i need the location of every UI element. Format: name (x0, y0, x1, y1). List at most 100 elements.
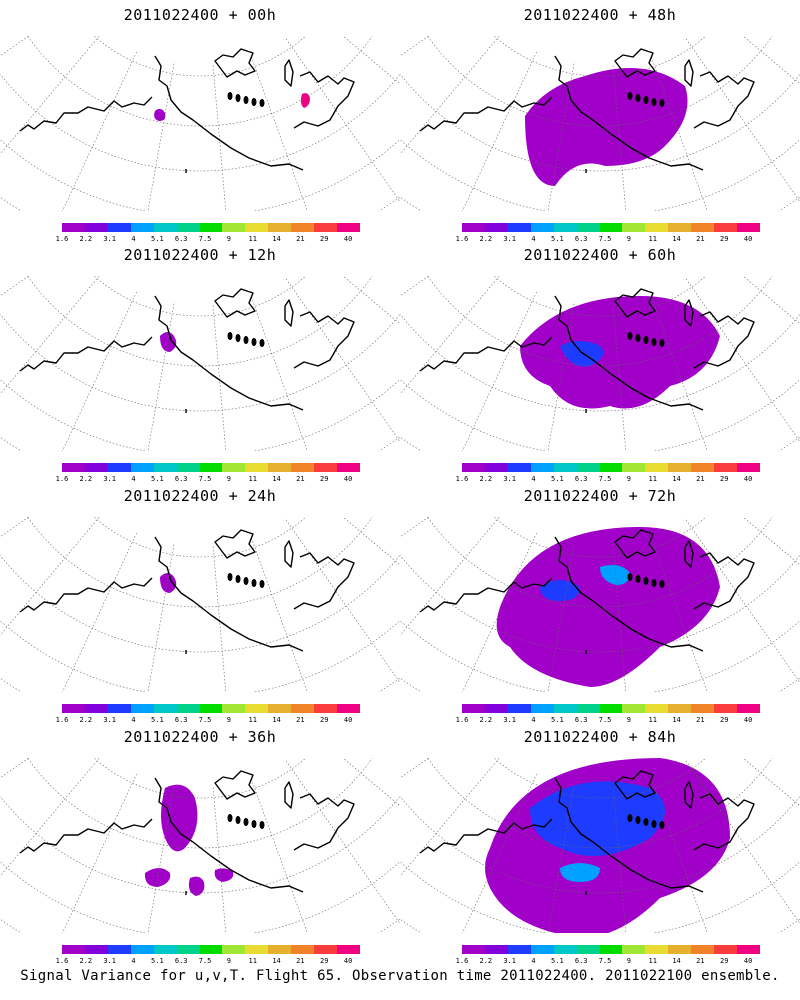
colorbar-tick-label: 4 (131, 716, 136, 724)
colorbar-tick-label: 40 (743, 235, 753, 243)
colorbar-tick-label: 1.6 (55, 475, 69, 483)
colorbar-labels: 1.6 2.2 3.1 4 5.1 6.3 7.5 9 11 14 21 29 40 (56, 716, 366, 726)
polar-map (400, 758, 800, 933)
colorbar-swatch (462, 463, 485, 472)
colorbar-swatch (622, 223, 646, 232)
colorbar-swatch (645, 223, 669, 232)
colorbar-swatch (176, 223, 200, 232)
variance-shading (525, 68, 688, 186)
colorbar-tick-label: 11 (248, 475, 257, 483)
colorbar-tick-label: 14 (272, 716, 281, 724)
lat-lon-grid (0, 36, 400, 211)
colorbar-tick-label: 9 (626, 716, 631, 724)
colorbar-swatch (553, 945, 577, 954)
colorbar-tick-label: 2.2 (79, 475, 93, 483)
colorbar-tick-label: 11 (648, 475, 657, 483)
colorbar-swatch (668, 463, 692, 472)
variance-shading (188, 876, 205, 896)
colorbar-swatch (84, 704, 108, 713)
colorbar-tick-label: 21 (296, 716, 305, 724)
polar-map (0, 517, 400, 692)
colorbar-tick-label: 11 (248, 235, 257, 243)
colorbar (462, 463, 760, 472)
colorbar-tick-label: 11 (648, 716, 657, 724)
colorbar (462, 704, 760, 713)
colorbar (462, 223, 760, 232)
colorbar-swatch (714, 704, 738, 713)
lat-lon-grid (0, 276, 400, 451)
colorbar-tick-label: 40 (743, 716, 753, 724)
colorbar-swatch (507, 704, 531, 713)
colorbar-swatch (268, 463, 292, 472)
colorbar-swatch (245, 704, 269, 713)
colorbar (462, 945, 760, 954)
colorbar-tick-label: 9 (226, 475, 231, 483)
colorbar-tick-label: 21 (696, 957, 705, 965)
colorbar-tick-label: 4 (531, 716, 536, 724)
colorbar-tick-label: 3.1 (103, 235, 116, 243)
colorbar-swatch (462, 223, 485, 232)
colorbar-swatch (222, 463, 246, 472)
colorbar-tick-label: 14 (672, 475, 681, 483)
variance-shading (496, 527, 720, 687)
colorbar-swatch (314, 463, 338, 472)
forecast-panel: 2011022400 + 36h 1.6 2.2 3.1 4 5.1 6.3 7.5 9 11 14… (0, 722, 400, 967)
colorbar-swatch (668, 704, 692, 713)
colorbar-swatch (645, 945, 669, 954)
colorbar-swatch (84, 945, 108, 954)
colorbar-swatch (530, 945, 554, 954)
variance-shading (214, 868, 234, 882)
colorbar-swatch (62, 704, 85, 713)
colorbar-tick-label: 2.2 (479, 235, 493, 243)
colorbar-labels: 1.6 2.2 3.1 4 5.1 6.3 7.5 9 11 14 21 29 40 (56, 235, 366, 245)
colorbar-swatch (222, 704, 246, 713)
colorbar-tick-label: 7.5 (598, 716, 612, 724)
colorbar-tick-label: 6.3 (574, 235, 588, 243)
colorbar-tick-label: 2.2 (79, 957, 93, 965)
variance-shading (144, 868, 171, 887)
colorbar-tick-label: 4 (131, 957, 136, 965)
colorbar-swatch (62, 463, 85, 472)
colorbar-tick-label: 3.1 (503, 235, 516, 243)
colorbar-tick-label: 3.1 (103, 475, 116, 483)
forecast-panel: 2011022400 + 60h 1.6 2.2 3.1 4 5.1 6.3 7.5 9 11 14… (400, 240, 800, 485)
colorbar-tick-label: 2.2 (79, 235, 93, 243)
colorbar-tick-label: 5.1 (151, 716, 164, 724)
colorbar-tick-label: 11 (648, 235, 657, 243)
colorbar (62, 704, 360, 713)
colorbar-labels: 1.6 2.2 3.1 4 5.1 6.3 7.5 9 11 14 21 29 40 (56, 957, 366, 967)
colorbar-tick-label: 5.1 (151, 475, 164, 483)
colorbar-tick-label: 29 (320, 957, 329, 965)
colorbar-tick-label: 7.5 (598, 235, 612, 243)
colorbar-tick-label: 4 (531, 475, 536, 483)
colorbar-swatch (691, 223, 715, 232)
colorbar-swatch (176, 704, 200, 713)
colorbar-swatch (107, 223, 131, 232)
colorbar-swatch (599, 945, 623, 954)
colorbar-tick-label: 4 (131, 475, 136, 483)
colorbar-swatch (576, 463, 600, 472)
colorbar-swatch (599, 463, 623, 472)
colorbar-swatch (107, 463, 131, 472)
colorbar-tick-label: 40 (343, 235, 353, 243)
colorbar-tick-label: 14 (272, 957, 281, 965)
colorbar-swatch (291, 223, 315, 232)
colorbar-swatch (691, 463, 715, 472)
colorbar-swatch (530, 704, 554, 713)
colorbar-tick-label: 1.6 (55, 957, 69, 965)
colorbar-tick-label: 21 (296, 235, 305, 243)
colorbar-tick-label: 21 (696, 716, 705, 724)
colorbar-swatch (176, 945, 200, 954)
colorbar-swatch (737, 223, 760, 232)
colorbar-swatch (153, 704, 177, 713)
colorbar-swatch (268, 223, 292, 232)
panel-title: 2011022400 + 36h (123, 728, 277, 746)
colorbar-tick-label: 2.2 (79, 716, 93, 724)
forecast-panel: 2011022400 + 24h 1.6 2.2 3.1 4 5.1 6.3 7.5 9 11 14… (0, 481, 400, 726)
colorbar-tick-label: 1.6 (455, 235, 469, 243)
colorbar-tick-label: 11 (248, 957, 257, 965)
forecast-panel: 2011022400 + 72h 1.6 2.2 3.1 4 5.1 6.3 7.5 9 11 14… (400, 481, 800, 726)
polar-map (400, 517, 800, 692)
polar-map (0, 758, 400, 933)
colorbar-tick-label: 29 (320, 716, 329, 724)
